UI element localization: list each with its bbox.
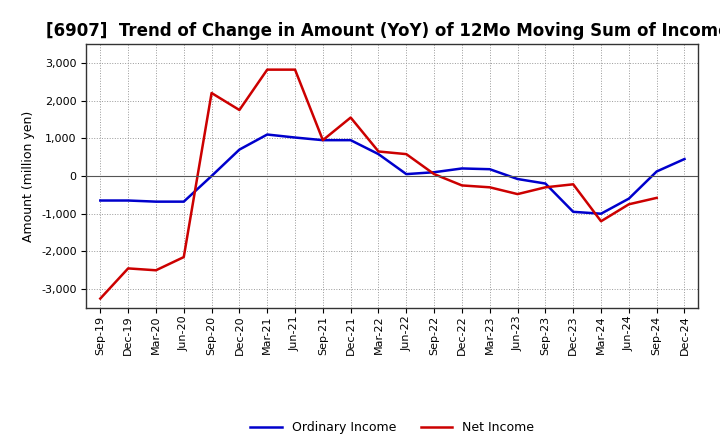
- Net Income: [179, 254, 188, 260]
- Ordinary Income: [318, 138, 327, 143]
- Net Income: [346, 115, 355, 120]
- Ordinary Income: [485, 167, 494, 172]
- Ordinary Income: [541, 181, 550, 186]
- Ordinary Income: [207, 173, 216, 179]
- Ordinary Income: [346, 138, 355, 143]
- Ordinary Income: [652, 169, 661, 174]
- Ordinary Income: [374, 151, 383, 157]
- Net Income: [96, 296, 104, 301]
- Net Income: [624, 202, 633, 207]
- Ordinary Income: [680, 156, 689, 161]
- Ordinary Income: [291, 135, 300, 140]
- Net Income: [152, 268, 161, 273]
- Ordinary Income: [96, 198, 104, 203]
- Net Income: [458, 183, 467, 188]
- Ordinary Income: [124, 198, 132, 203]
- Ordinary Income: [569, 209, 577, 214]
- Y-axis label: Amount (million yen): Amount (million yen): [22, 110, 35, 242]
- Legend: Ordinary Income, Net Income: Ordinary Income, Net Income: [246, 416, 539, 439]
- Ordinary Income: [624, 196, 633, 201]
- Net Income: [374, 149, 383, 154]
- Net Income: [263, 67, 271, 72]
- Net Income: [235, 107, 243, 113]
- Title: [6907]  Trend of Change in Amount (YoY) of 12Mo Moving Sum of Incomes: [6907] Trend of Change in Amount (YoY) o…: [45, 22, 720, 40]
- Net Income: [541, 185, 550, 190]
- Net Income: [569, 182, 577, 187]
- Ordinary Income: [402, 172, 410, 177]
- Ordinary Income: [430, 169, 438, 175]
- Net Income: [485, 185, 494, 190]
- Ordinary Income: [513, 176, 522, 182]
- Net Income: [291, 67, 300, 72]
- Net Income: [124, 266, 132, 271]
- Ordinary Income: [458, 166, 467, 171]
- Net Income: [207, 90, 216, 95]
- Net Income: [652, 195, 661, 201]
- Ordinary Income: [597, 211, 606, 216]
- Net Income: [430, 172, 438, 177]
- Ordinary Income: [179, 199, 188, 204]
- Net Income: [402, 151, 410, 157]
- Line: Ordinary Income: Ordinary Income: [100, 135, 685, 214]
- Net Income: [318, 138, 327, 143]
- Ordinary Income: [263, 132, 271, 137]
- Net Income: [513, 191, 522, 197]
- Ordinary Income: [152, 199, 161, 204]
- Ordinary Income: [235, 147, 243, 152]
- Net Income: [597, 219, 606, 224]
- Line: Net Income: Net Income: [100, 70, 657, 299]
